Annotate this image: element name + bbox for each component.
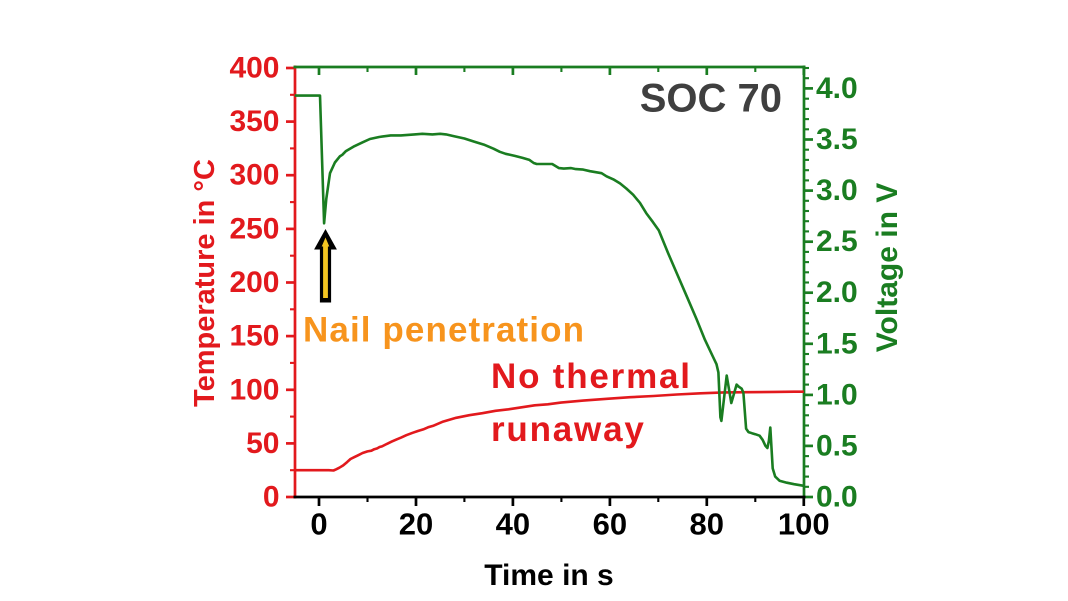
svg-text:150: 150 [229, 320, 279, 353]
svg-text:80: 80 [690, 507, 724, 542]
svg-text:60: 60 [593, 507, 627, 542]
svg-text:SOC 70: SOC 70 [640, 77, 782, 121]
svg-text:runaway: runaway [491, 410, 646, 449]
svg-text:0.5: 0.5 [816, 429, 858, 462]
svg-text:300: 300 [229, 159, 279, 192]
svg-text:0: 0 [263, 481, 280, 514]
svg-text:4.0: 4.0 [816, 72, 858, 105]
svg-text:1.5: 1.5 [816, 327, 858, 360]
svg-text:Temperature in °C: Temperature in °C [189, 159, 221, 407]
svg-text:3.5: 3.5 [816, 123, 858, 156]
svg-text:Voltage in V: Voltage in V [871, 183, 904, 352]
svg-text:100: 100 [229, 373, 279, 406]
svg-text:2.0: 2.0 [816, 276, 858, 309]
svg-text:No thermal: No thermal [491, 357, 692, 396]
svg-text:200: 200 [229, 266, 279, 299]
svg-text:1.0: 1.0 [816, 378, 858, 411]
svg-text:350: 350 [229, 105, 279, 138]
svg-text:50: 50 [246, 427, 279, 460]
svg-text:3.0: 3.0 [816, 174, 858, 207]
svg-text:40: 40 [496, 507, 530, 542]
svg-text:0: 0 [310, 507, 327, 542]
svg-text:250: 250 [229, 212, 279, 245]
svg-text:0.0: 0.0 [816, 481, 858, 514]
svg-text:100: 100 [778, 507, 830, 542]
svg-text:2.5: 2.5 [816, 225, 858, 258]
svg-text:400: 400 [229, 52, 279, 85]
svg-text:20: 20 [399, 507, 433, 542]
svg-text:Nail penetration: Nail penetration [303, 311, 585, 350]
svg-text:Time in s: Time in s [484, 559, 614, 592]
